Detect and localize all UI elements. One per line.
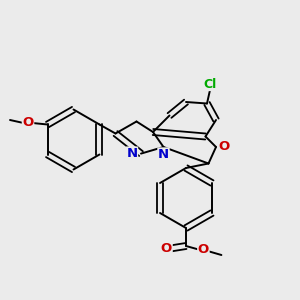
Text: Cl: Cl — [203, 77, 217, 91]
Text: O: O — [198, 243, 209, 256]
Text: O: O — [161, 242, 172, 255]
Text: O: O — [22, 116, 34, 130]
Text: N: N — [126, 147, 138, 160]
Text: N: N — [158, 148, 169, 161]
Text: O: O — [219, 140, 230, 153]
